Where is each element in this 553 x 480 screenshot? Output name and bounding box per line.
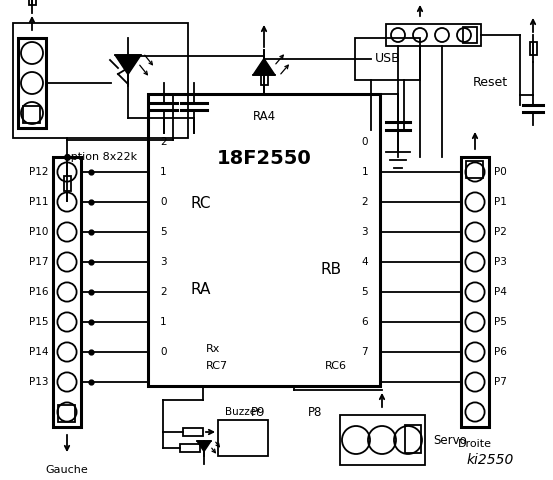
Text: RA: RA	[190, 281, 210, 297]
Text: P14: P14	[29, 347, 48, 357]
Text: 7: 7	[361, 347, 368, 357]
Text: 5: 5	[160, 227, 166, 237]
Text: P3: P3	[494, 257, 507, 267]
Bar	[13, 23, 188, 138]
Text: 2: 2	[160, 137, 166, 147]
Bar	[463, 27, 477, 43]
Text: P16: P16	[29, 287, 48, 297]
Text: 1: 1	[361, 167, 368, 177]
Text: RA4: RA4	[252, 109, 275, 122]
Text: 5: 5	[361, 287, 368, 297]
Text: P7: P7	[494, 377, 507, 387]
Polygon shape	[197, 441, 211, 452]
Bar	[58, 405, 75, 422]
Text: RC7: RC7	[206, 361, 228, 371]
Bar	[461, 157, 489, 427]
Text: P13: P13	[29, 377, 48, 387]
Text: Servo: Servo	[433, 433, 467, 446]
Bar	[180, 444, 200, 452]
Text: P12: P12	[29, 167, 48, 177]
Text: 6: 6	[361, 317, 368, 327]
Text: P11: P11	[29, 197, 48, 207]
Text: Gauche: Gauche	[46, 465, 88, 475]
Text: P17: P17	[29, 257, 48, 267]
Text: RB: RB	[321, 262, 342, 276]
Text: P8: P8	[308, 407, 322, 420]
Text: RC: RC	[190, 196, 211, 212]
Bar	[260, 71, 268, 85]
Text: Reset: Reset	[472, 75, 508, 88]
Text: 3: 3	[361, 227, 368, 237]
Bar	[183, 428, 203, 436]
Text: P0: P0	[494, 167, 507, 177]
Bar	[148, 94, 380, 386]
Bar	[530, 42, 536, 55]
Text: P6: P6	[494, 347, 507, 357]
Text: P4: P4	[494, 287, 507, 297]
Text: ki2550: ki2550	[466, 453, 514, 467]
Text: Droite: Droite	[458, 439, 492, 449]
Bar	[466, 161, 483, 178]
Text: 4: 4	[361, 257, 368, 267]
Text: P9: P9	[251, 407, 265, 420]
Text: Rx: Rx	[206, 344, 221, 354]
Polygon shape	[115, 55, 141, 74]
Text: P15: P15	[29, 317, 48, 327]
Text: P2: P2	[494, 227, 507, 237]
Text: P1: P1	[494, 197, 507, 207]
Text: 1: 1	[160, 167, 166, 177]
Text: option 8x22k: option 8x22k	[64, 152, 137, 162]
Text: USB: USB	[374, 52, 400, 65]
Text: 0: 0	[160, 197, 166, 207]
Text: 3: 3	[160, 257, 166, 267]
Bar	[64, 176, 70, 192]
Text: Buzzer: Buzzer	[225, 407, 261, 417]
Text: 2: 2	[361, 197, 368, 207]
Text: 0: 0	[160, 347, 166, 357]
Bar	[53, 157, 81, 427]
Text: P5: P5	[494, 317, 507, 327]
Bar	[218, 420, 268, 456]
Bar	[405, 425, 421, 453]
Bar	[340, 415, 425, 465]
Polygon shape	[253, 59, 275, 75]
Text: 0: 0	[362, 137, 368, 147]
Bar	[23, 106, 40, 123]
Bar	[386, 24, 481, 46]
Text: 18F2550: 18F2550	[217, 149, 311, 168]
Bar	[29, 0, 35, 5]
Bar	[355, 38, 420, 80]
Text: 1: 1	[160, 317, 166, 327]
Bar	[18, 38, 46, 128]
Text: P10: P10	[29, 227, 48, 237]
Text: RC6: RC6	[325, 361, 347, 371]
Text: 2: 2	[160, 287, 166, 297]
